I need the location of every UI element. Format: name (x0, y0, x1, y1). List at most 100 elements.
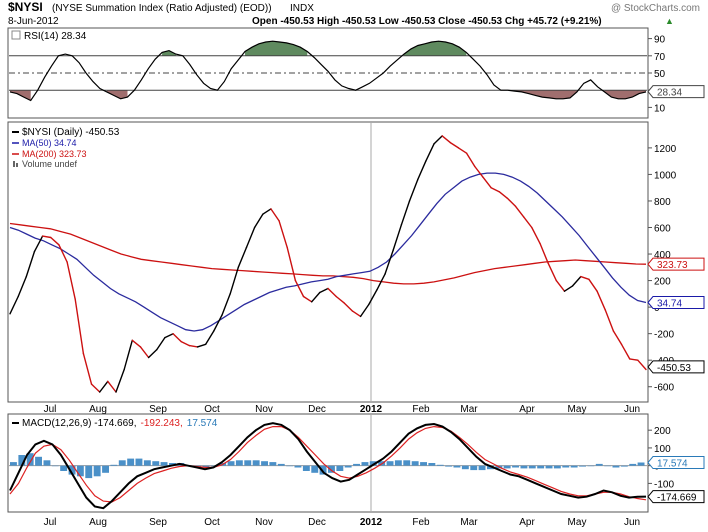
macd-hist-bar (93, 465, 101, 477)
price-segment (196, 343, 207, 348)
macd-hist-bar (244, 460, 252, 466)
price-segment (359, 303, 370, 318)
macd-hist-bar (110, 464, 118, 466)
price-segment (74, 298, 85, 355)
price-segment (41, 235, 52, 239)
price-segment (319, 287, 329, 294)
macd-hist-bar (528, 465, 536, 469)
price-segment (139, 346, 150, 359)
price-segment (90, 383, 101, 393)
price-segment (351, 310, 362, 318)
price-segment (547, 262, 557, 282)
price-segment (580, 275, 590, 280)
price-segment (531, 226, 541, 245)
price-segment (449, 141, 460, 149)
macd-hist-bar (118, 460, 126, 466)
macd-hist-bar (18, 455, 26, 466)
macd-hist-bar (85, 465, 93, 479)
macd-hist-bar (487, 465, 494, 470)
rsi-axis-tick-label: 90 (654, 35, 666, 46)
ma200-line (9, 222, 647, 285)
price-segment (376, 273, 386, 291)
price-segment (514, 205, 525, 218)
price-segment (465, 152, 476, 168)
macd-hist-bar (302, 465, 310, 471)
macd-hist-bar (319, 465, 327, 475)
price-panel-frame (7, 121, 649, 403)
macd-hist-bar (562, 465, 570, 468)
x-axis-label-bottom: Aug (89, 517, 107, 528)
x-axis-label-bottom: Jul (44, 517, 57, 528)
price-segment (302, 295, 313, 303)
price-segment (180, 340, 191, 347)
price-segment (596, 290, 606, 311)
macd-hist-value-label: 17.574 (647, 456, 705, 470)
macd-hist-bar (43, 460, 51, 466)
macd-hist-bar (152, 461, 160, 466)
price-segment (98, 380, 109, 393)
macd-hist-bar (76, 465, 84, 477)
macd-hist-bar (394, 460, 402, 466)
macd-hist-bar (311, 465, 319, 473)
exchange-label: INDX (290, 3, 314, 14)
price-segment (147, 348, 158, 359)
rsi-axis-tick-label: 10 (654, 103, 666, 114)
price-panel: -600-400-200020040060080010001200323.733… (9, 123, 705, 401)
price-segment (612, 330, 623, 345)
macd-hist-bar (10, 462, 17, 466)
price-segment (123, 339, 134, 371)
x-axis-label-bottom: 2012 (360, 517, 383, 528)
rsi-axis-tick-label: 50 (654, 69, 666, 80)
macd-hist-bar (60, 465, 68, 471)
macd-hist-bar (135, 458, 143, 466)
macd-hist-bar (420, 462, 427, 466)
macd-hist-bar (512, 465, 519, 468)
price-segment (417, 160, 427, 181)
macd-hist-bar (461, 465, 469, 470)
price-segment (213, 314, 223, 332)
ma200-value-label-box (647, 257, 705, 271)
price-segment (474, 165, 484, 178)
macd-hist-value-label-box (647, 456, 705, 470)
macd-value-label: -174.669 (647, 490, 705, 504)
x-axis-label-top: Jun (624, 404, 640, 415)
volume-legend-text: Volume undef (22, 159, 78, 169)
price-axis-tick-label: 600 (654, 224, 671, 235)
price-segment (604, 309, 615, 332)
rsi-value-label-text: 28.34 (657, 88, 682, 99)
macd-value-label-text: -174.669 (657, 493, 697, 504)
settings-icon[interactable] (11, 30, 21, 40)
x-axis: Jul Jul Aug Aug Sep Sep Oct Oct Nov Nov Dec Dec 2012… (44, 404, 640, 528)
macd-legend: MACD(12,26,9) -174.669, -192.243, 17.574 (12, 418, 218, 429)
ohlc-readout: Open -450.53 High -450.53 Low -450.53 Cl… (252, 16, 602, 27)
price-segment (620, 343, 631, 360)
price-segment (270, 208, 280, 222)
price-segment (498, 190, 509, 200)
macd-hist-bar (26, 453, 34, 466)
macd-hist-bar (604, 465, 612, 467)
macd-hist-bar (235, 460, 243, 466)
x-axis-label-top: Feb (412, 404, 430, 415)
macd-hist-bar (436, 464, 444, 466)
macd-hist-bar (361, 462, 369, 466)
ma200-legend-text: MA(200) 323.73 (22, 149, 87, 159)
macd-signal-legend: -192.243, (141, 418, 183, 429)
x-axis-label-top: Oct (204, 404, 220, 415)
macd-hist-value-label-text: 17.574 (657, 459, 688, 470)
rsi-legend: RSI(14) 28.34 (11, 30, 87, 42)
price-segment (433, 135, 443, 145)
ma50-value-label-box (647, 296, 705, 310)
price-segment (384, 249, 394, 275)
price-segment (392, 224, 403, 251)
x-axis-label-bottom: Oct (204, 517, 220, 528)
rsi-oversold-fill (604, 90, 646, 99)
price-segment (50, 236, 60, 246)
macd-hist-bar (35, 456, 42, 466)
price-segment (457, 147, 468, 154)
x-axis-label-bottom: Apr (519, 517, 535, 528)
macd-hist-bar (637, 462, 645, 466)
price-segment (637, 359, 647, 371)
price-segment (164, 333, 174, 339)
macd-hist-bar (227, 461, 235, 466)
chart-date: 8-Jun-2012 (8, 16, 59, 27)
